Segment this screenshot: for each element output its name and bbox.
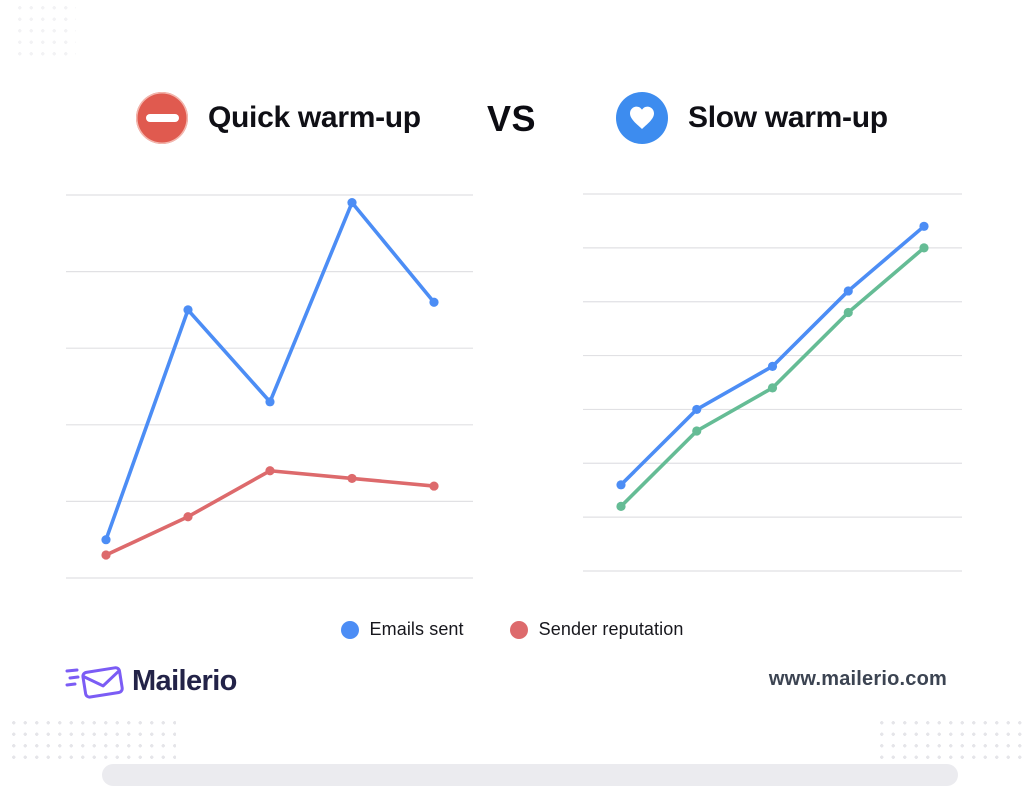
brand-logo: Mailerio: [64, 660, 237, 702]
vs-label: VS: [487, 98, 537, 139]
legend: Emails sent Sender reputation: [0, 619, 1024, 640]
no-entry-bar: [145, 114, 179, 122]
dot-pattern-top-left: [14, 2, 76, 58]
legend-label: Emails sent: [369, 619, 464, 639]
emails-sent-dot-icon: [340, 620, 359, 639]
slow-warmup-chart: [583, 193, 962, 572]
sender-reputation-dot-icon: [509, 620, 528, 639]
website-url: www.mailerio.com: [768, 668, 947, 690]
heart-icon: [616, 92, 668, 144]
envelope-icon: [65, 666, 124, 699]
legend-item-sender-reputation: Sender reputation: [509, 619, 684, 640]
quick-warmup-chart: [66, 194, 473, 579]
slow-warmup-title: Slow warm-up: [688, 101, 888, 134]
legend-item-emails-sent: Emails sent: [340, 619, 464, 640]
heart-glyph: [630, 106, 654, 129]
dot-pattern-bottom-left: [8, 717, 176, 767]
quick-warmup-title: Quick warm-up: [208, 101, 421, 134]
dot-pattern-bottom-right: [876, 717, 1022, 767]
slow-warmup-header: Slow warm-up: [616, 92, 888, 144]
no-entry-icon: [136, 92, 188, 144]
legend-label: Sender reputation: [538, 619, 684, 639]
quick-warmup-header: Quick warm-up: [136, 92, 421, 144]
brand-name: Mailerio: [132, 664, 237, 697]
bottom-card-edge: [102, 764, 958, 786]
